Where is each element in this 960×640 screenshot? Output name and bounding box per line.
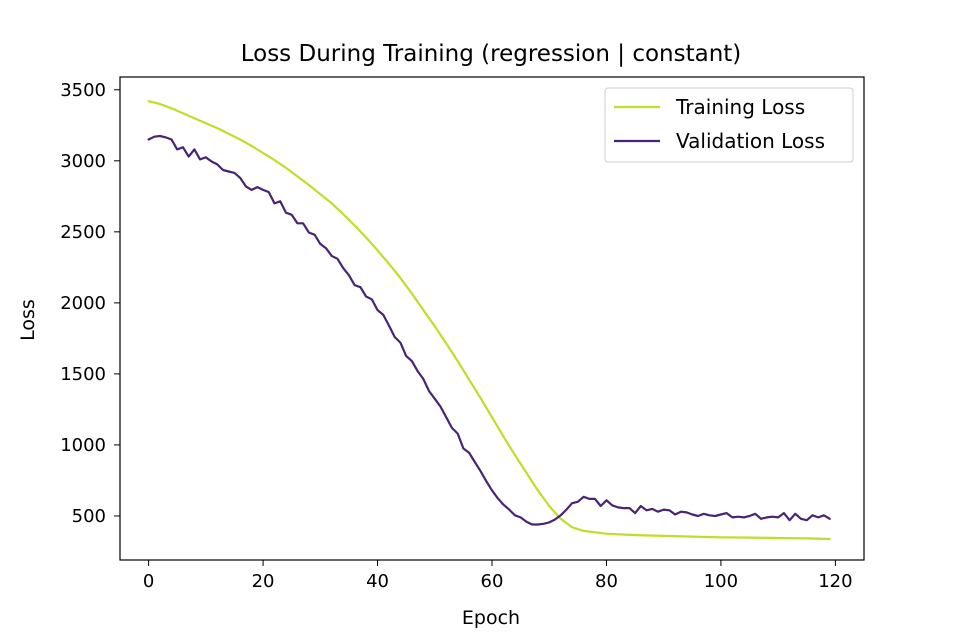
legend-label-training: Training Loss — [675, 95, 805, 119]
y-tick-label: 2000 — [60, 293, 106, 314]
x-axis-title: Epoch — [462, 607, 520, 629]
x-tick-label: 80 — [595, 571, 618, 592]
x-tick-label: 0 — [143, 571, 154, 592]
legend: Training Loss Validation Loss — [604, 87, 854, 163]
x-tick-label: 120 — [818, 571, 852, 592]
legend-label-validation: Validation Loss — [676, 129, 825, 153]
x-tick-label: 100 — [704, 571, 738, 592]
y-axis-title: Loss — [17, 299, 39, 341]
x-tick-label: 20 — [252, 571, 275, 592]
y-tick-label: 3500 — [60, 80, 106, 101]
training-loss-line — [147, 100, 831, 541]
y-tick-label: 1000 — [60, 435, 106, 456]
validation-loss-line — [147, 134, 831, 526]
x-tick-label: 60 — [481, 571, 504, 592]
y-axis: 500 1000 1500 2000 2500 3000 3500 — [60, 80, 120, 527]
chart-title: Loss During Training (regression | const… — [241, 41, 742, 67]
y-tick-label: 2500 — [60, 222, 106, 243]
series-layer — [147, 100, 831, 541]
y-tick-label: 500 — [72, 506, 106, 527]
legend-box — [604, 87, 854, 163]
x-tick-label: 40 — [366, 571, 389, 592]
x-axis: 0 20 40 60 80 100 120 — [143, 560, 853, 592]
y-tick-label: 1500 — [60, 364, 106, 385]
y-tick-label: 3000 — [60, 151, 106, 172]
